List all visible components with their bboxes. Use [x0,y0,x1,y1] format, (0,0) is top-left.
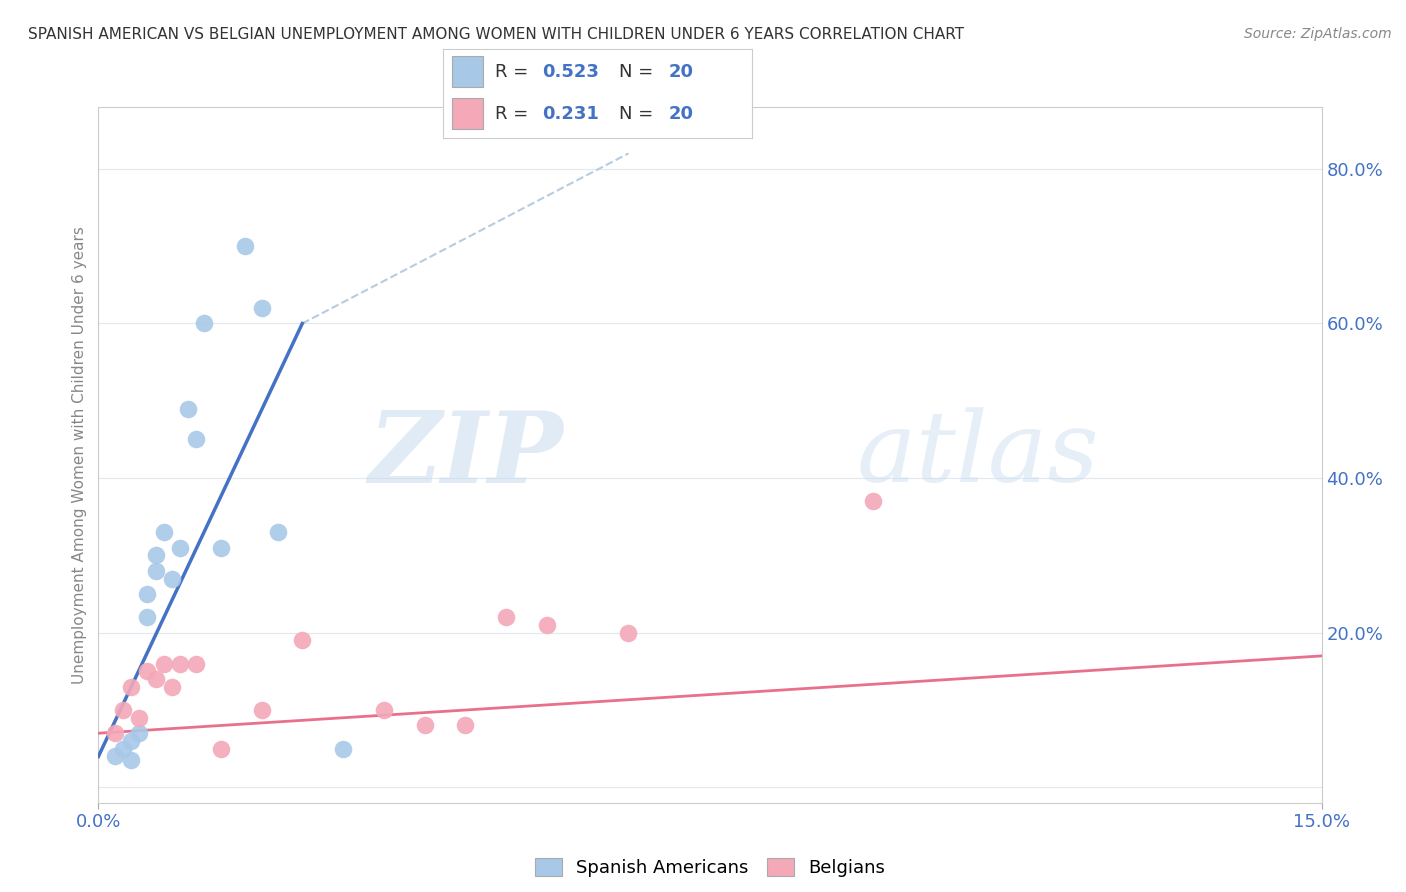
Point [160,680,183,694]
Point [104,726,127,740]
Point [120,734,142,748]
Point [128,726,150,740]
Point [536,618,558,632]
Point [291,633,314,648]
Point [136,610,159,624]
Point [454,718,477,732]
Text: ZIP: ZIP [368,407,564,503]
Point [332,741,354,756]
Bar [453,98,484,129]
Point [152,525,174,540]
Point [193,317,215,331]
Point [209,541,232,555]
Text: atlas: atlas [856,408,1099,502]
Text: N =: N = [619,104,659,123]
Point [136,665,159,679]
Point [145,549,167,563]
Bar [453,56,484,87]
Point [617,625,640,640]
Point [209,741,232,756]
Text: 0.523: 0.523 [541,62,599,81]
Point [862,494,884,508]
Point [495,610,517,624]
Point [177,401,200,416]
Text: R =: R = [495,62,534,81]
Point [145,672,167,686]
Text: 0.231: 0.231 [541,104,599,123]
Point [136,587,159,601]
Text: SPANISH AMERICAN VS BELGIAN UNEMPLOYMENT AMONG WOMEN WITH CHILDREN UNDER 6 YEARS: SPANISH AMERICAN VS BELGIAN UNEMPLOYMENT… [28,27,965,42]
Point [128,711,150,725]
Point [186,433,208,447]
Point [120,680,142,694]
Point [186,657,208,671]
Y-axis label: Unemployment Among Women with Children Under 6 years: Unemployment Among Women with Children U… [72,226,87,684]
Point [267,525,290,540]
Point [169,541,191,555]
Text: R =: R = [495,104,540,123]
Point [111,741,134,756]
Point [169,657,191,671]
Point [233,239,256,253]
Point [111,703,134,717]
Text: Source: ZipAtlas.com: Source: ZipAtlas.com [1244,27,1392,41]
Point [250,703,273,717]
Point [120,753,142,767]
Text: 20: 20 [669,62,693,81]
Point [413,718,436,732]
Point [104,749,127,764]
Text: N =: N = [619,62,659,81]
Point [373,703,395,717]
Legend: Spanish Americans, Belgians: Spanish Americans, Belgians [527,850,893,884]
Text: 20: 20 [669,104,693,123]
Point [152,657,174,671]
Point [250,301,273,315]
Point [160,572,183,586]
Point [145,564,167,578]
